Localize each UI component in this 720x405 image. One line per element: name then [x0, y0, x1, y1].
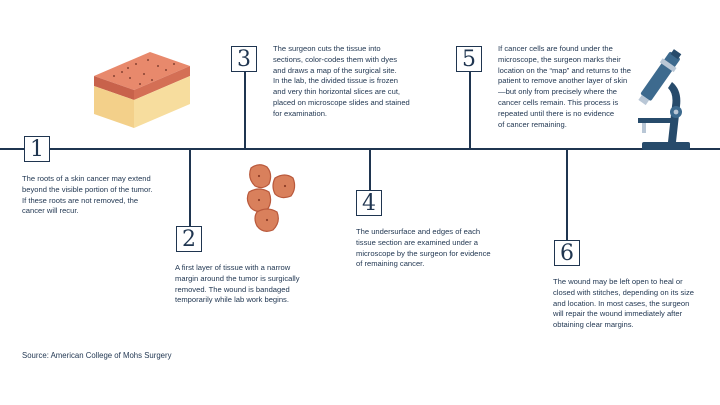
- connector-6: [566, 148, 568, 240]
- step-5-text: If cancer cells are found under the micr…: [498, 44, 631, 129]
- step-6-number: 6: [554, 240, 580, 266]
- step-2-number: 2: [176, 226, 202, 252]
- step-4-text: The undersurface and edges of each tissu…: [356, 227, 491, 269]
- source-note: Source: American College of Mohs Surgery: [22, 351, 172, 360]
- step-1-number: 1: [24, 136, 50, 162]
- microscope-icon: [638, 49, 690, 150]
- step-3-text: The surgeon cuts the tissue into section…: [273, 44, 410, 118]
- step-1-text: The roots of a skin cancer may extend be…: [22, 174, 153, 216]
- step-4-number: 4: [356, 190, 382, 216]
- timeline-axis: [0, 148, 720, 150]
- tissue-sections-icon: [246, 164, 296, 232]
- step-5-number: 5: [456, 46, 482, 72]
- connector-5: [469, 72, 471, 149]
- connector-4: [369, 148, 371, 190]
- connector-3: [244, 72, 246, 149]
- connector-2: [189, 148, 191, 226]
- step-3-number: 3: [231, 46, 257, 72]
- step-2-text: A first layer of tissue with a narrow ma…: [175, 263, 300, 305]
- skin-layers-icon: [94, 52, 190, 128]
- step-6-text: The wound may be left open to heal or cl…: [553, 277, 694, 330]
